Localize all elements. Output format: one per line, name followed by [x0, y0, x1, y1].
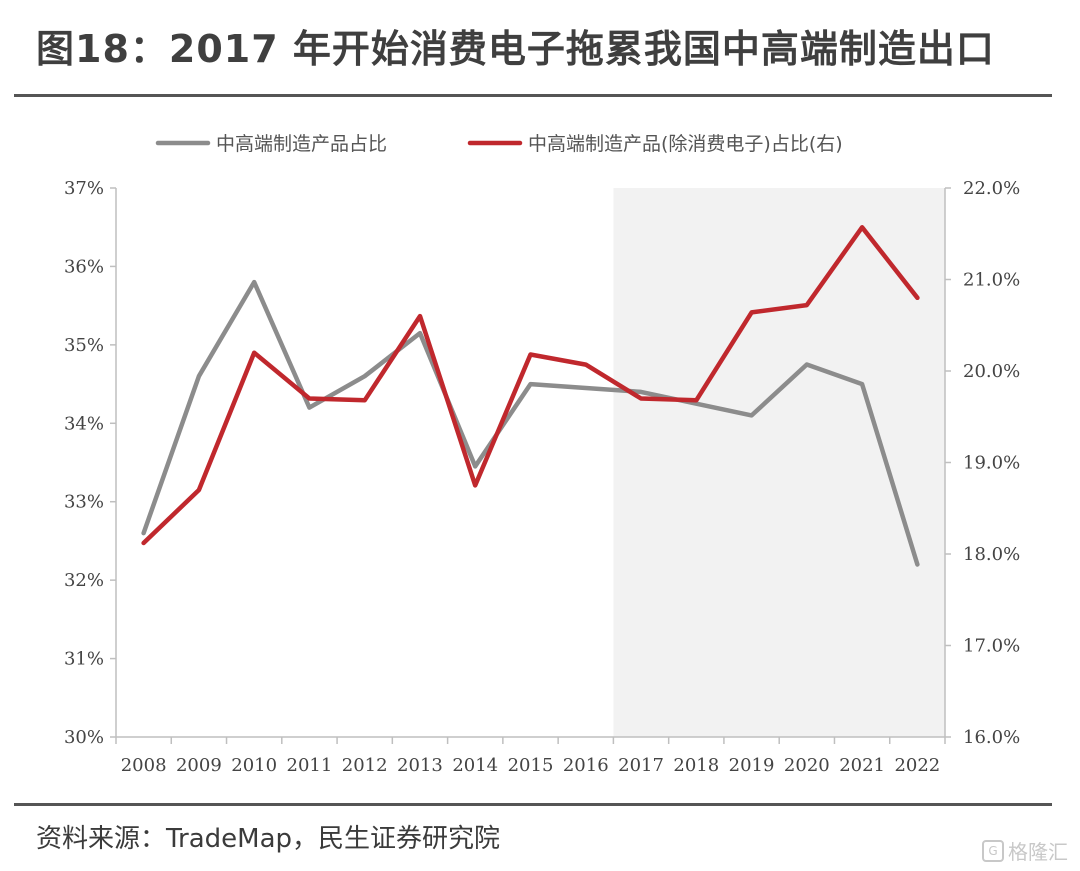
y-right-tick-label: 17.0%	[963, 636, 1020, 657]
legend-label-2: 中高端制造产品(除消费电子)占比(右)	[528, 133, 843, 155]
watermark-logo-icon: G	[982, 839, 1004, 862]
y-left-tick-label: 34%	[64, 413, 104, 434]
y-right-tick-label: 20.0%	[963, 361, 1020, 382]
y-left-tick-label: 33%	[64, 492, 104, 513]
series-line-1	[141, 279, 920, 567]
shaded-region	[613, 188, 945, 737]
x-tick-label: 2021	[839, 755, 885, 776]
y-right-tick-label: 21.0%	[963, 270, 1020, 291]
y-right-tick-label: 19.0%	[963, 453, 1020, 474]
x-tick-label: 2014	[452, 755, 498, 776]
x-tick-label: 2012	[342, 755, 388, 776]
y-left-tick-label: 31%	[64, 649, 104, 670]
x-tick-label: 2018	[673, 755, 719, 776]
bottom-divider	[14, 803, 1052, 806]
series-line-2	[141, 225, 920, 546]
x-tick-label: 2013	[397, 755, 443, 776]
x-tick-label: 2019	[729, 755, 775, 776]
y-right-tick-label: 16.0%	[963, 727, 1020, 748]
y-left-tick-label: 36%	[64, 256, 104, 277]
y-right-tick-label: 22.0%	[963, 178, 1020, 199]
x-tick-label: 2017	[618, 755, 664, 776]
watermark-text: 格隆汇	[1008, 840, 1068, 864]
x-tick-label: 2016	[563, 755, 609, 776]
y-left-tick-label: 30%	[64, 727, 104, 748]
x-tick-label: 2011	[287, 755, 333, 776]
top-divider	[14, 94, 1052, 97]
x-tick-label: 2020	[784, 755, 830, 776]
y-left-tick-label: 37%	[64, 178, 104, 199]
x-tick-label: 2022	[894, 755, 940, 776]
watermark: G 格隆汇	[982, 836, 1068, 865]
page-title: 图18：2017 年开始消费电子拖累我国中高端制造出口	[36, 27, 995, 71]
x-tick-label: 2010	[231, 755, 277, 776]
x-tick-label: 2015	[508, 755, 554, 776]
y-right-tick-label: 18.0%	[963, 544, 1020, 565]
y-left-tick-label: 35%	[64, 335, 104, 356]
y-left-tick-label: 32%	[64, 570, 104, 591]
source-note: 资料来源：TradeMap，民生证券研究院	[36, 824, 501, 854]
legend-label-1: 中高端制造产品占比	[216, 133, 387, 155]
line-chart: 30% 31% 32% 33% 34% 35% 36% 37% 16.0% 17.0% 18.0% 1…	[64, 133, 1020, 776]
x-tick-label: 2008	[121, 755, 167, 776]
x-tick-label: 2009	[176, 755, 222, 776]
